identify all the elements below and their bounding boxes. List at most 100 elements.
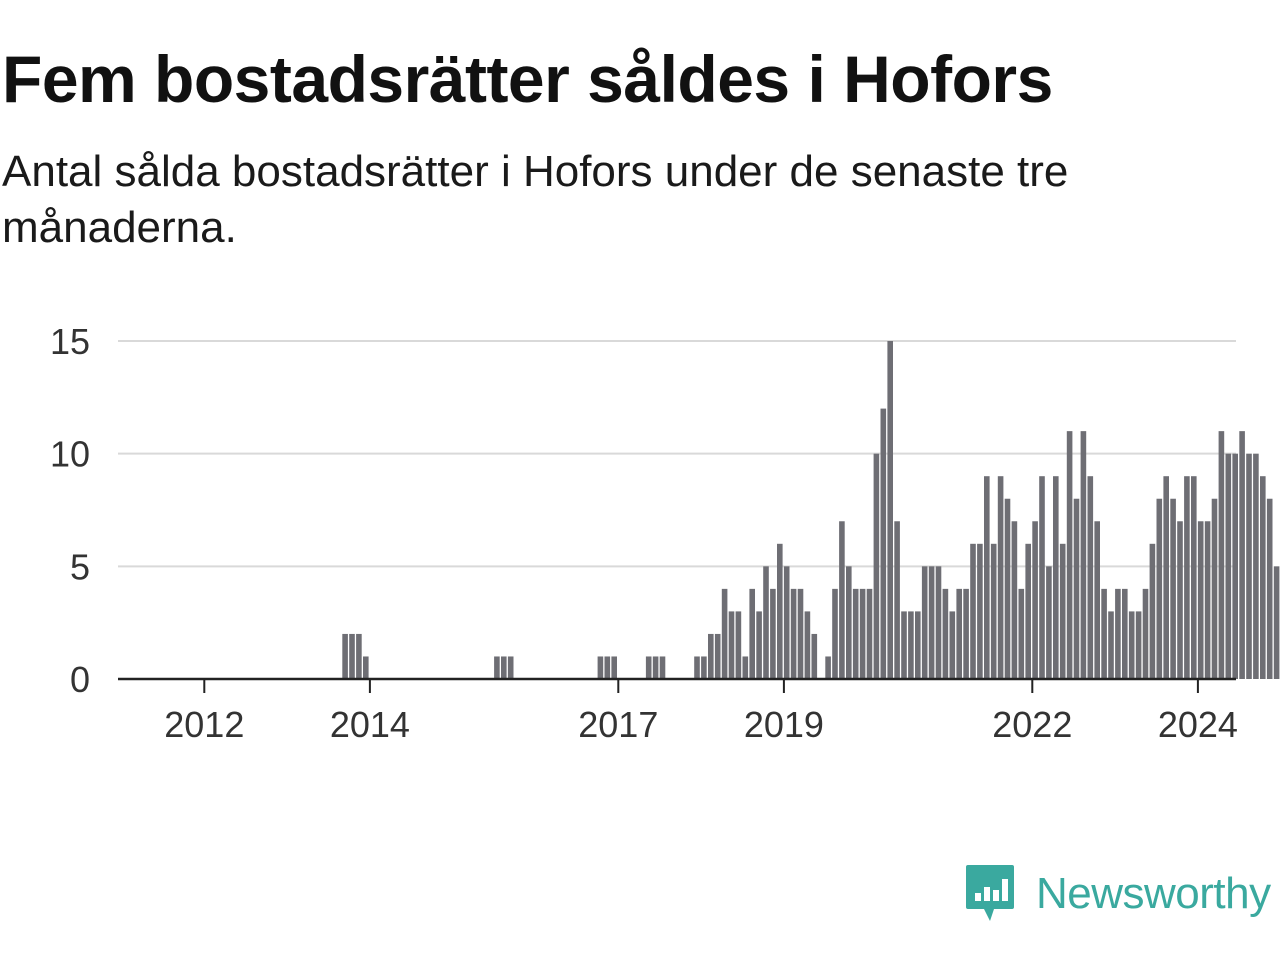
bar xyxy=(494,656,500,679)
bar xyxy=(1115,588,1121,679)
bar xyxy=(1184,476,1190,679)
bar xyxy=(846,566,852,679)
bar xyxy=(356,633,362,679)
bar xyxy=(908,611,914,679)
bar xyxy=(604,656,611,679)
bar xyxy=(342,633,348,679)
y-tick-label: 15 xyxy=(50,321,90,362)
x-tick-label: 2017 xyxy=(578,704,658,745)
bar xyxy=(901,611,907,679)
bar xyxy=(797,588,804,679)
bar xyxy=(783,566,790,679)
bar xyxy=(1053,476,1059,679)
bar xyxy=(970,543,976,679)
brand-name: Newsworthy xyxy=(1036,869,1271,918)
bar xyxy=(349,633,355,679)
bar xyxy=(770,588,776,679)
bar xyxy=(894,521,900,679)
bar xyxy=(1059,543,1066,679)
bar xyxy=(1039,476,1045,679)
bar xyxy=(949,611,956,679)
bar xyxy=(645,656,652,679)
bar xyxy=(1122,588,1128,679)
bar xyxy=(1094,521,1100,679)
bar xyxy=(1170,498,1176,679)
bar xyxy=(1218,431,1225,679)
bar xyxy=(1156,498,1163,679)
y-tick-label: 0 xyxy=(70,659,90,700)
bar xyxy=(742,656,749,679)
bar xyxy=(501,656,507,679)
bar xyxy=(804,611,811,679)
bar xyxy=(1046,566,1052,679)
bar xyxy=(873,453,880,679)
newsworthy-logo: Newsworthy xyxy=(964,862,1271,926)
bar xyxy=(1066,431,1073,679)
y-tick-label: 10 xyxy=(50,434,90,475)
bar xyxy=(990,543,997,679)
bar xyxy=(659,656,666,679)
bar xyxy=(763,566,769,679)
bar xyxy=(1163,476,1169,679)
bar xyxy=(832,588,838,679)
x-tick-label: 2014 xyxy=(330,704,410,745)
bar xyxy=(1266,498,1273,679)
bar xyxy=(1108,611,1114,679)
bar xyxy=(728,611,735,679)
bar xyxy=(1232,453,1238,679)
bar xyxy=(866,588,873,679)
bar xyxy=(1273,566,1280,679)
bar xyxy=(1011,521,1018,679)
bar xyxy=(756,611,762,679)
bar xyxy=(1177,521,1183,679)
bar xyxy=(694,656,700,679)
bar xyxy=(825,656,831,679)
bar xyxy=(363,656,369,679)
bar xyxy=(597,656,604,679)
bar xyxy=(1080,431,1087,679)
bar xyxy=(1087,476,1094,679)
bar xyxy=(1032,521,1038,679)
bar xyxy=(701,656,707,679)
bar xyxy=(852,588,859,679)
bar xyxy=(1253,453,1259,679)
bar xyxy=(1018,588,1025,679)
bar xyxy=(1073,498,1080,679)
bar xyxy=(1225,453,1232,679)
bar xyxy=(1149,543,1156,679)
bar xyxy=(1142,588,1149,679)
bars xyxy=(342,341,1280,679)
bar xyxy=(1246,453,1252,679)
bar xyxy=(652,656,659,679)
x-tick-label: 2012 xyxy=(164,704,244,745)
bar xyxy=(1101,588,1107,679)
bar xyxy=(1191,476,1197,679)
bar xyxy=(777,543,783,679)
bar xyxy=(1260,476,1266,679)
bar xyxy=(977,543,983,679)
bar xyxy=(811,633,818,679)
bar xyxy=(963,588,969,679)
bar xyxy=(997,476,1004,679)
bar xyxy=(928,566,935,679)
bar xyxy=(1211,498,1218,679)
x-tick-label: 2022 xyxy=(992,704,1072,745)
x-tick-label: 2019 xyxy=(744,704,824,745)
chart-subtitle: Antal sålda bostadsrätter i Hofors under… xyxy=(2,147,1069,252)
bar xyxy=(956,588,962,679)
bar xyxy=(915,611,921,679)
bar xyxy=(942,588,949,679)
bar xyxy=(1135,611,1142,679)
bar xyxy=(708,633,714,679)
bar xyxy=(749,588,755,679)
axes: 0510152012201420172019202220245 xyxy=(50,321,1238,745)
bar xyxy=(1128,611,1135,679)
bar xyxy=(1204,521,1211,679)
bar xyxy=(921,566,928,679)
bar xyxy=(880,408,887,679)
bar xyxy=(714,633,721,679)
y-tick-label: 5 xyxy=(70,546,90,587)
bar xyxy=(721,588,728,679)
bar xyxy=(839,521,845,679)
